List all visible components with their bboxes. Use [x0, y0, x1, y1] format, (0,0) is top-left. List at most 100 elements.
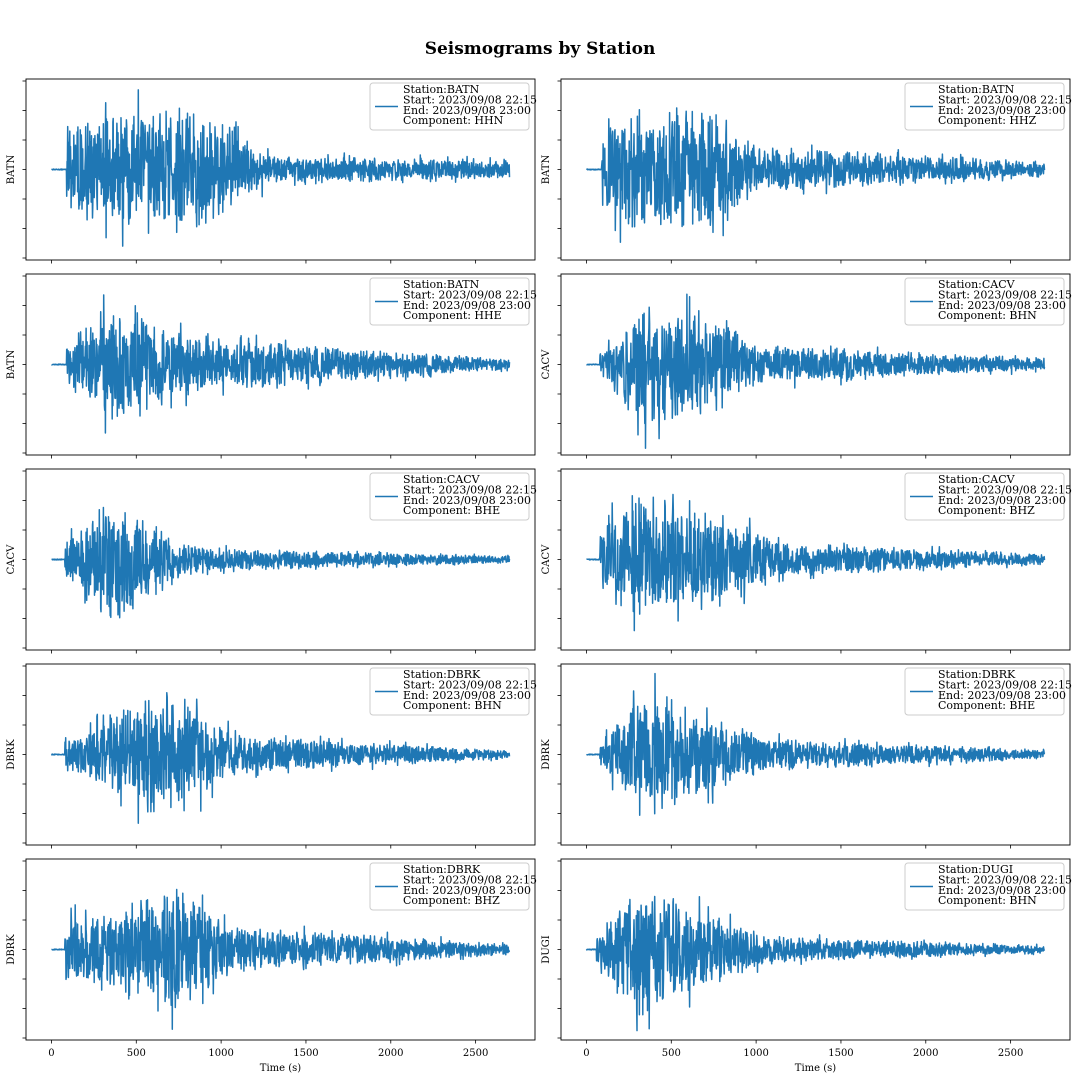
- legend-entry-line: Start: 2023/09/08 22:15: [403, 678, 537, 691]
- legend-entry-line: Start: 2023/09/08 22:15: [403, 483, 537, 496]
- seismogram-trace: [585, 107, 1046, 243]
- x-tick-label: 2000: [913, 1048, 938, 1059]
- subplot-9: 0 500 1000 1500 2000 2500 Time (s) DBRK Station:…: [6, 858, 537, 1074]
- seismogram-trace: [51, 888, 511, 1031]
- seismogram-trace: [50, 294, 511, 434]
- legend-entry-line: End: 2023/09/08 23:00: [403, 494, 531, 507]
- legend-entry-line: End: 2023/09/08 23:00: [938, 884, 1066, 897]
- seismogram-trace: [586, 493, 1046, 632]
- legend-box: [369, 82, 530, 131]
- legend-entry-line: Component: BHN: [938, 309, 1037, 322]
- legend-entry-line: Station:BATN: [938, 83, 1015, 96]
- legend-entry-line: Start: 2023/09/08 22:15: [938, 93, 1072, 106]
- x-tick-label: 1500: [828, 1048, 853, 1059]
- legend-entry-line: Component: HHE: [403, 309, 502, 322]
- seismogram-trace: [585, 895, 1046, 1032]
- legend-box: [369, 862, 530, 911]
- legend-entry-line: End: 2023/09/08 23:00: [403, 299, 531, 312]
- legend-entry-line: Station:BATN: [403, 278, 480, 291]
- legend-entry-line: Component: HHN: [403, 114, 504, 127]
- y-axis-label: DBRK: [541, 739, 552, 770]
- legend-entry-line: Station:CACV: [938, 278, 1016, 291]
- y-axis-label: DBRK: [6, 934, 17, 965]
- legend-entry-line: Station:DBRK: [403, 668, 481, 681]
- legend-box: [904, 277, 1065, 326]
- legend-entry-line: Station:DUGI: [938, 863, 1013, 876]
- y-axis-label: BATN: [541, 155, 552, 185]
- legend-entry-line: Component: BHN: [403, 699, 502, 712]
- legend-box: [904, 472, 1065, 521]
- legend-box: [904, 862, 1065, 911]
- y-axis-label: CACV: [541, 349, 552, 380]
- legend-box: [369, 277, 530, 326]
- legend-entry-line: End: 2023/09/08 23:00: [403, 689, 531, 702]
- legend-box: [369, 667, 530, 716]
- legend-entry-line: Start: 2023/09/08 22:15: [938, 288, 1072, 301]
- legend-entry-line: Component: BHZ: [938, 504, 1035, 517]
- legend-entry-line: Component: HHZ: [938, 114, 1037, 127]
- x-tick-label: 0: [583, 1048, 589, 1059]
- legend-entry-line: End: 2023/09/08 23:00: [938, 689, 1066, 702]
- y-axis-label: BATN: [6, 155, 17, 185]
- x-axis-label: Time (s): [260, 1063, 301, 1074]
- y-axis-label: BATN: [6, 350, 17, 380]
- legend-entry-line: Component: BHN: [938, 894, 1037, 907]
- legend-entry-line: Start: 2023/09/08 22:15: [403, 93, 537, 106]
- legend-entry-line: Component: BHZ: [403, 894, 500, 907]
- legend-entry-line: End: 2023/09/08 23:00: [938, 299, 1066, 312]
- legend-entry-line: Station:DBRK: [938, 668, 1016, 681]
- seismogram-trace: [51, 506, 511, 619]
- seismogram-trace: [586, 293, 1046, 450]
- x-axis-label: Time (s): [795, 1063, 836, 1074]
- x-tick-label: 0: [48, 1048, 54, 1059]
- x-tick-label: 500: [127, 1048, 146, 1059]
- x-tick-label: 2500: [998, 1048, 1023, 1059]
- legend-entry-line: Start: 2023/09/08 22:15: [403, 288, 537, 301]
- legend-entry-line: Component: BHE: [938, 699, 1035, 712]
- legend-entry-line: End: 2023/09/08 23:00: [403, 104, 531, 117]
- legend-entry-line: Start: 2023/09/08 22:15: [938, 873, 1072, 886]
- x-tick-label: 1000: [743, 1048, 768, 1059]
- legend-entry-line: End: 2023/09/08 23:00: [938, 104, 1066, 117]
- seismogram-trace: [51, 89, 511, 247]
- subplot-10: 0 500 1000 1500 2000 2500 Time (s) DUGI Station:…: [541, 858, 1072, 1074]
- legend-box: [369, 472, 530, 521]
- y-axis-label: CACV: [6, 544, 17, 575]
- legend-entry-line: Station:CACV: [403, 473, 481, 486]
- legend-box: [904, 667, 1065, 716]
- x-tick-label: 1000: [208, 1048, 233, 1059]
- legend-entry-line: Station:BATN: [403, 83, 480, 96]
- seismogram-trace: [50, 692, 511, 824]
- legend-box: [904, 82, 1065, 131]
- legend-entry-line: End: 2023/09/08 23:00: [403, 884, 531, 897]
- legend-entry-line: Start: 2023/09/08 22:15: [938, 678, 1072, 691]
- y-axis-label: CACV: [541, 544, 552, 575]
- legend-entry-line: End: 2023/09/08 23:00: [938, 494, 1066, 507]
- figure-title: Seismograms by Station: [425, 39, 656, 59]
- legend-entry-line: Station:CACV: [938, 473, 1016, 486]
- legend-entry-line: Component: BHE: [403, 504, 500, 517]
- legend-entry-line: Station:DBRK: [403, 863, 481, 876]
- x-tick-label: 500: [662, 1048, 681, 1059]
- x-tick-label: 2000: [378, 1048, 403, 1059]
- y-axis-label: DBRK: [6, 739, 17, 770]
